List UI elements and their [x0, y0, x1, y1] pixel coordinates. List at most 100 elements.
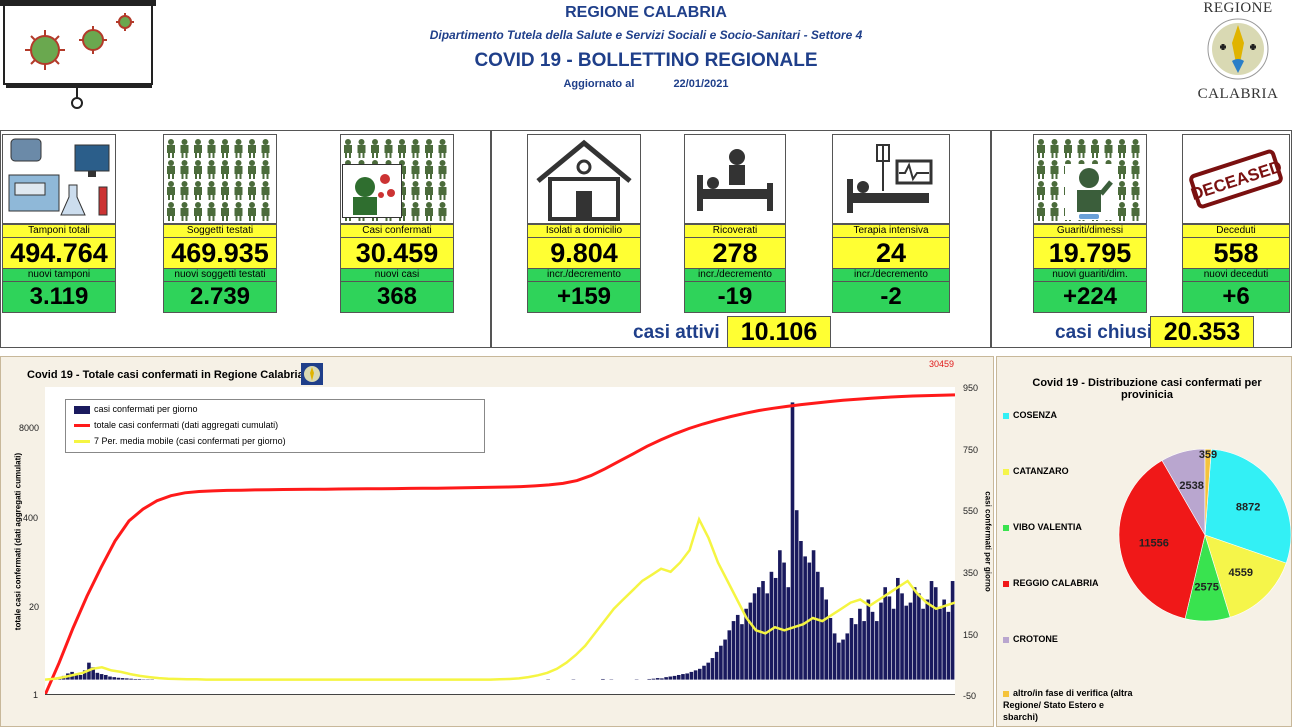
legend-label: totale casi confermati (dati aggregati c… [94, 420, 279, 430]
person-icon [167, 160, 175, 179]
pie-legend-item: CATANZARO [1003, 465, 1069, 477]
kpi-value: 19.795 [1033, 237, 1147, 269]
active-cases-label: casi attivi [633, 322, 720, 343]
daily-cases-bar [672, 675, 677, 680]
daily-cases-bar [740, 624, 744, 680]
legend-label: CATANZARO [1013, 466, 1069, 476]
pie-legend-item: REGGIO CALABRIA [1003, 577, 1099, 589]
person-icon [1037, 139, 1045, 158]
daily-cases-bar [660, 678, 664, 680]
kpi-group-tests [0, 130, 492, 348]
daily-cases-bar [103, 674, 108, 680]
legend-swatch [1003, 580, 1009, 587]
daily-cases-bar [883, 587, 887, 680]
kpi-value: 494.764 [2, 237, 116, 269]
kpi-sub-label: incr./decremento [527, 269, 641, 281]
daily-cases-bar [601, 678, 605, 680]
person-icon [1064, 139, 1072, 158]
moving-average-line [44, 516, 956, 681]
daily-cases-bar [946, 611, 951, 680]
legend-item-daily: casi confermati per giorno [74, 402, 198, 416]
person-icon [194, 181, 202, 200]
intensive-care-icon [832, 134, 950, 224]
pie-legend-item: CROTONE [1003, 633, 1058, 645]
pie-data-label: 8872 [1236, 502, 1260, 514]
daily-cases-bar [137, 678, 142, 680]
daily-cases-bar [879, 602, 883, 680]
chart-title: Covid 19 - Totale casi confermati in Reg… [27, 369, 304, 381]
person-icon [1077, 139, 1086, 158]
sick-person-icon [342, 164, 402, 218]
kpi-value: 558 [1182, 237, 1290, 269]
person-icon [1037, 160, 1045, 179]
department-name: Dipartimento Tutela della Salute e Servi… [429, 28, 863, 42]
daily-cases-bar [794, 510, 799, 680]
person-icon [167, 202, 175, 221]
pie-legend-item: altro/in fase di verifica (altra Regione… [1003, 687, 1133, 723]
kpi-sub-value: 3.119 [2, 281, 116, 313]
daily-cases-bar [125, 678, 129, 680]
person-icon [248, 139, 256, 158]
right-tick: 750 [963, 445, 979, 455]
daily-cases-bar [799, 541, 803, 680]
kpi-label: Terapia intensiva [832, 224, 950, 237]
person-icon [221, 160, 229, 179]
daily-cases-bar [108, 676, 112, 680]
daily-cases-bar [862, 621, 866, 680]
daily-cases-bar [74, 674, 79, 680]
updated-line: Aggiornato al 22/01/2021 [0, 78, 1292, 90]
right-tick: 350 [963, 568, 979, 578]
daily-cases-bar [744, 608, 748, 680]
kpi-sub-label: incr./decremento [684, 269, 786, 281]
daily-cases-bar [731, 621, 736, 680]
deceased-stamp-icon: DECEASED [1182, 134, 1290, 224]
person-icon [234, 202, 243, 221]
person-icon [1104, 139, 1113, 158]
daily-cases-bar [866, 599, 871, 680]
person-icon [261, 160, 270, 179]
right-tick: 950 [963, 383, 979, 393]
chart-legend: casi confermati per giorno totale casi c… [65, 399, 485, 453]
pie-legend-item: VIBO VALENTIA [1003, 521, 1082, 533]
right-tick: 550 [963, 506, 979, 516]
person-icon [438, 160, 447, 179]
person-icon [371, 139, 379, 158]
legend-swatch [74, 405, 90, 414]
kpi-label: Casi confermati [340, 224, 454, 237]
person-icon [1050, 181, 1059, 200]
person-icon [221, 202, 229, 221]
person-icon [1050, 139, 1059, 158]
daily-cases-bar [773, 577, 778, 680]
daily-cases-bar [803, 556, 807, 680]
daily-cases-bar [82, 670, 87, 680]
daily-cases-bar [858, 608, 862, 680]
legend-swatch [74, 440, 90, 444]
kpi-sub-value: +6 [1182, 281, 1290, 313]
legend-label: casi confermati per giorno [94, 404, 198, 414]
kpi-sub-value: -19 [684, 281, 786, 313]
kpi-label: Isolati a domicilio [527, 224, 641, 237]
person-icon [411, 139, 420, 158]
daily-cases-bar [685, 673, 689, 680]
person-icon [1131, 202, 1140, 221]
person-icon [1118, 181, 1126, 200]
kpi-guariti: Guariti/dimessi 19.795 nuovi guariti/dim… [1033, 134, 1147, 313]
person-icon [1118, 202, 1126, 221]
daily-cases-bar [668, 676, 673, 680]
cumulative-total-line [43, 393, 956, 696]
person-icon [1091, 139, 1099, 158]
legend-swatch [1003, 524, 1009, 531]
legend-swatch [1003, 690, 1009, 697]
daily-cases-bar [727, 630, 732, 680]
province-pie-chart: Covid 19 - Distribuzione casi confermati… [996, 356, 1292, 727]
logo-top-text: REGIONE [1203, 0, 1273, 16]
bulletin-title: COVID 19 - BOLLETTINO REGIONALE [474, 50, 818, 71]
person-icon [1118, 139, 1126, 158]
kpi-sub-label: nuovi casi [340, 269, 454, 281]
person-icon [180, 181, 189, 200]
daily-cases-bar [921, 608, 925, 680]
person-icon [207, 139, 216, 158]
daily-cases-bar [917, 593, 921, 680]
daily-cases-bar [912, 587, 917, 680]
daily-cases-bar [78, 674, 83, 680]
